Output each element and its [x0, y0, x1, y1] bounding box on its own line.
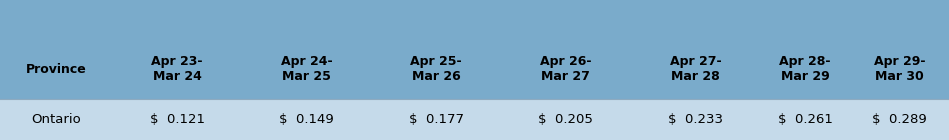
Text: $  0.261: $ 0.261: [777, 113, 832, 126]
Text: Apr 27-
Mar 28: Apr 27- Mar 28: [670, 55, 721, 83]
Text: Apr 26-
Mar 27: Apr 26- Mar 27: [540, 55, 591, 83]
Text: $  0.121: $ 0.121: [150, 113, 205, 126]
Text: $  0.149: $ 0.149: [279, 113, 334, 126]
Text: $  0.233: $ 0.233: [668, 113, 723, 126]
Text: Apr 24-
Mar 25: Apr 24- Mar 25: [281, 55, 332, 83]
Text: Province: Province: [26, 63, 86, 76]
Text: Apr 28-
Mar 29: Apr 28- Mar 29: [779, 55, 831, 83]
Bar: [0, 99, 949, 140]
Text: Apr 23-
Mar 24: Apr 23- Mar 24: [151, 55, 203, 83]
Text: Ontario: Ontario: [31, 113, 81, 126]
Text: $  0.289: $ 0.289: [872, 113, 927, 126]
Text: Apr 29-
Mar 30: Apr 29- Mar 30: [874, 55, 925, 83]
Text: Apr 25-
Mar 26: Apr 25- Mar 26: [410, 55, 462, 83]
Text: $  0.205: $ 0.205: [538, 113, 593, 126]
Text: $  0.177: $ 0.177: [409, 113, 464, 126]
